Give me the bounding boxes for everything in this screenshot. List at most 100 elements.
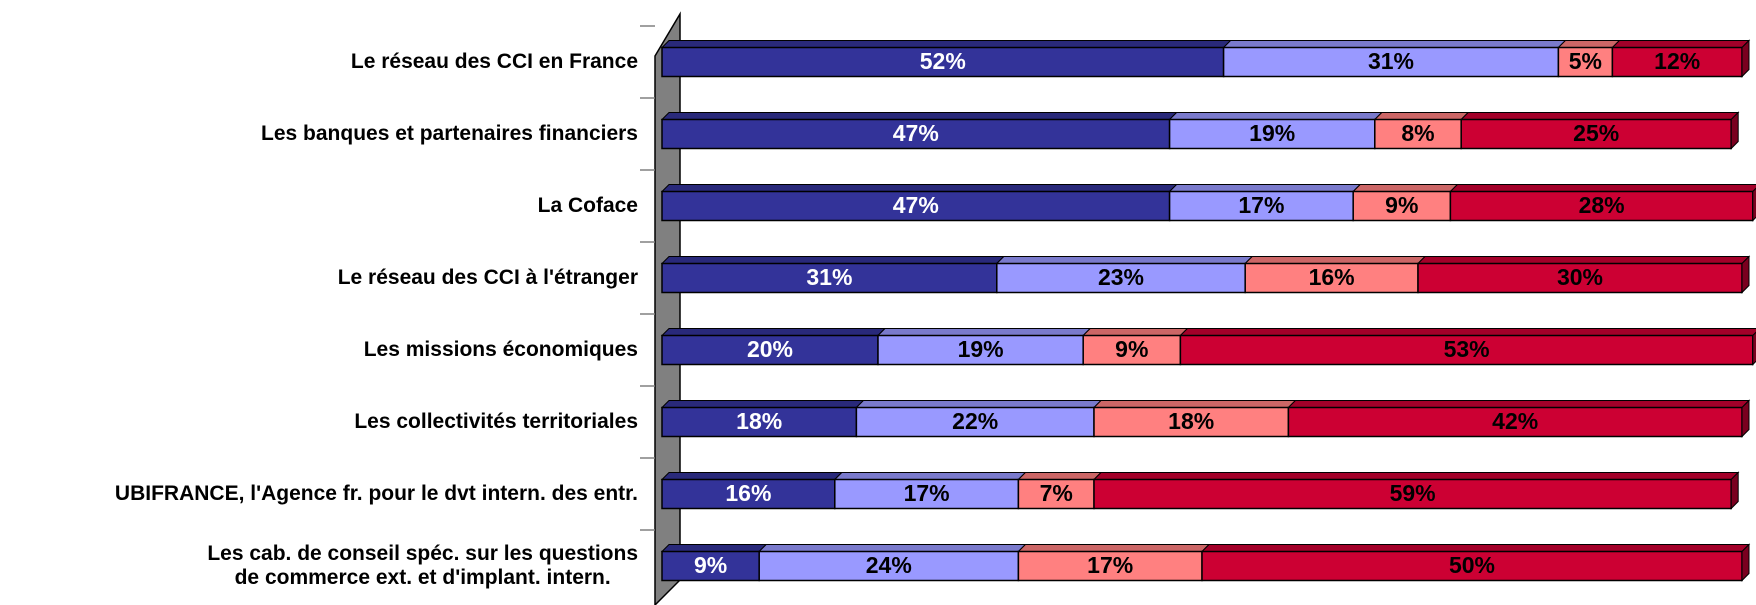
bar-top [1459, 112, 1740, 120]
category-label: Les collectivités territoriales [354, 410, 638, 433]
bar-top [660, 328, 887, 336]
bar-side [1741, 399, 1750, 438]
value-label: 9% [694, 552, 727, 578]
bar [661, 334, 879, 366]
value-label: 16% [1309, 264, 1355, 290]
category-label: Les banques et partenaires financiers [261, 122, 638, 145]
value-label: 50% [1449, 552, 1495, 578]
bar [1017, 550, 1203, 582]
value-label: 30% [1557, 264, 1603, 290]
bar [1082, 334, 1182, 366]
bar-top [1168, 112, 1384, 120]
axis-wall [654, 11, 681, 605]
bar-top [876, 328, 1092, 336]
value-label: 7% [1040, 480, 1073, 506]
bar-side [1752, 187, 1756, 222]
bar-top [1287, 400, 1751, 408]
value-label: 9% [1115, 336, 1148, 362]
bar-top [1557, 40, 1621, 48]
bar [1168, 118, 1376, 150]
bar-side [1741, 255, 1750, 294]
bar [1460, 118, 1732, 150]
bar-top [1449, 184, 1756, 192]
value-label: 9% [1385, 192, 1418, 218]
value-label: 18% [736, 408, 782, 434]
bar [661, 550, 760, 582]
bar-top [1179, 328, 1756, 336]
value-label: 17% [904, 480, 950, 506]
value-label: 17% [1238, 192, 1284, 218]
value-label: 16% [725, 480, 771, 506]
value-label: 47% [893, 192, 939, 218]
value-label: 59% [1390, 480, 1436, 506]
bar-top [1017, 472, 1103, 480]
bar [1352, 190, 1452, 222]
value-label: 53% [1444, 336, 1490, 362]
bar [1201, 550, 1743, 582]
bar [758, 550, 1020, 582]
value-label: 19% [1249, 120, 1295, 146]
value-label: 23% [1098, 264, 1144, 290]
bar-top [1081, 328, 1189, 336]
bar-side [1730, 111, 1739, 150]
bar [1179, 334, 1754, 366]
bar-top [1168, 184, 1362, 192]
value-label: 17% [1087, 552, 1133, 578]
bar-top [660, 256, 1006, 264]
bar [1287, 406, 1743, 438]
bar-top [833, 472, 1027, 480]
category-label: UBIFRANCE, l'Agence fr. pour le dvt inte… [114, 482, 638, 505]
bar [1168, 190, 1354, 222]
bar-top [660, 544, 768, 552]
bar-top [1200, 544, 1751, 552]
category-label: Les missions économiques [363, 338, 638, 361]
bar [1222, 46, 1560, 78]
value-label: 28% [1579, 192, 1625, 218]
bar-top [1222, 40, 1567, 48]
bar-top [660, 112, 1178, 120]
bar [1557, 46, 1614, 78]
bar-top [660, 400, 865, 408]
category-label: Le réseau des CCI en France [350, 50, 638, 73]
bar-side [1741, 543, 1750, 582]
bar-side [1741, 39, 1750, 78]
bar [661, 190, 1171, 222]
bar-top [1416, 256, 1751, 264]
category-label: Les cab. de conseil spéc. sur les questi… [207, 542, 638, 589]
value-label: 19% [958, 336, 1004, 362]
value-label: 42% [1492, 408, 1538, 434]
bar [1449, 190, 1754, 222]
bar-top [855, 400, 1103, 408]
bar [996, 262, 1246, 294]
value-label: 18% [1168, 408, 1214, 434]
bar-top [1351, 184, 1459, 192]
bar-top [1017, 544, 1211, 552]
bar-top [995, 256, 1254, 264]
bar-top [660, 184, 1178, 192]
bar [834, 478, 1020, 510]
bar [661, 262, 998, 294]
category-label: La Coface [537, 194, 638, 217]
value-label: 20% [747, 336, 793, 362]
bar [1374, 118, 1462, 150]
bar-top [1092, 472, 1740, 480]
value-label: 52% [920, 48, 966, 74]
value-label: 12% [1654, 48, 1700, 74]
bar-top [1611, 40, 1751, 48]
bar-top [660, 40, 1232, 48]
value-label: 25% [1573, 120, 1619, 146]
bar-top [660, 472, 844, 480]
value-label: 8% [1401, 120, 1434, 146]
value-label: 5% [1569, 48, 1602, 74]
value-label: 22% [952, 408, 998, 434]
value-label: 47% [893, 120, 939, 146]
bar-side [1730, 471, 1739, 510]
bar-top [1092, 400, 1297, 408]
bar-top [757, 544, 1027, 552]
value-label: 31% [806, 264, 852, 290]
bar-side [1752, 331, 1756, 366]
category-label: Le réseau des CCI à l'étranger [337, 266, 638, 289]
bar [1017, 478, 1095, 510]
